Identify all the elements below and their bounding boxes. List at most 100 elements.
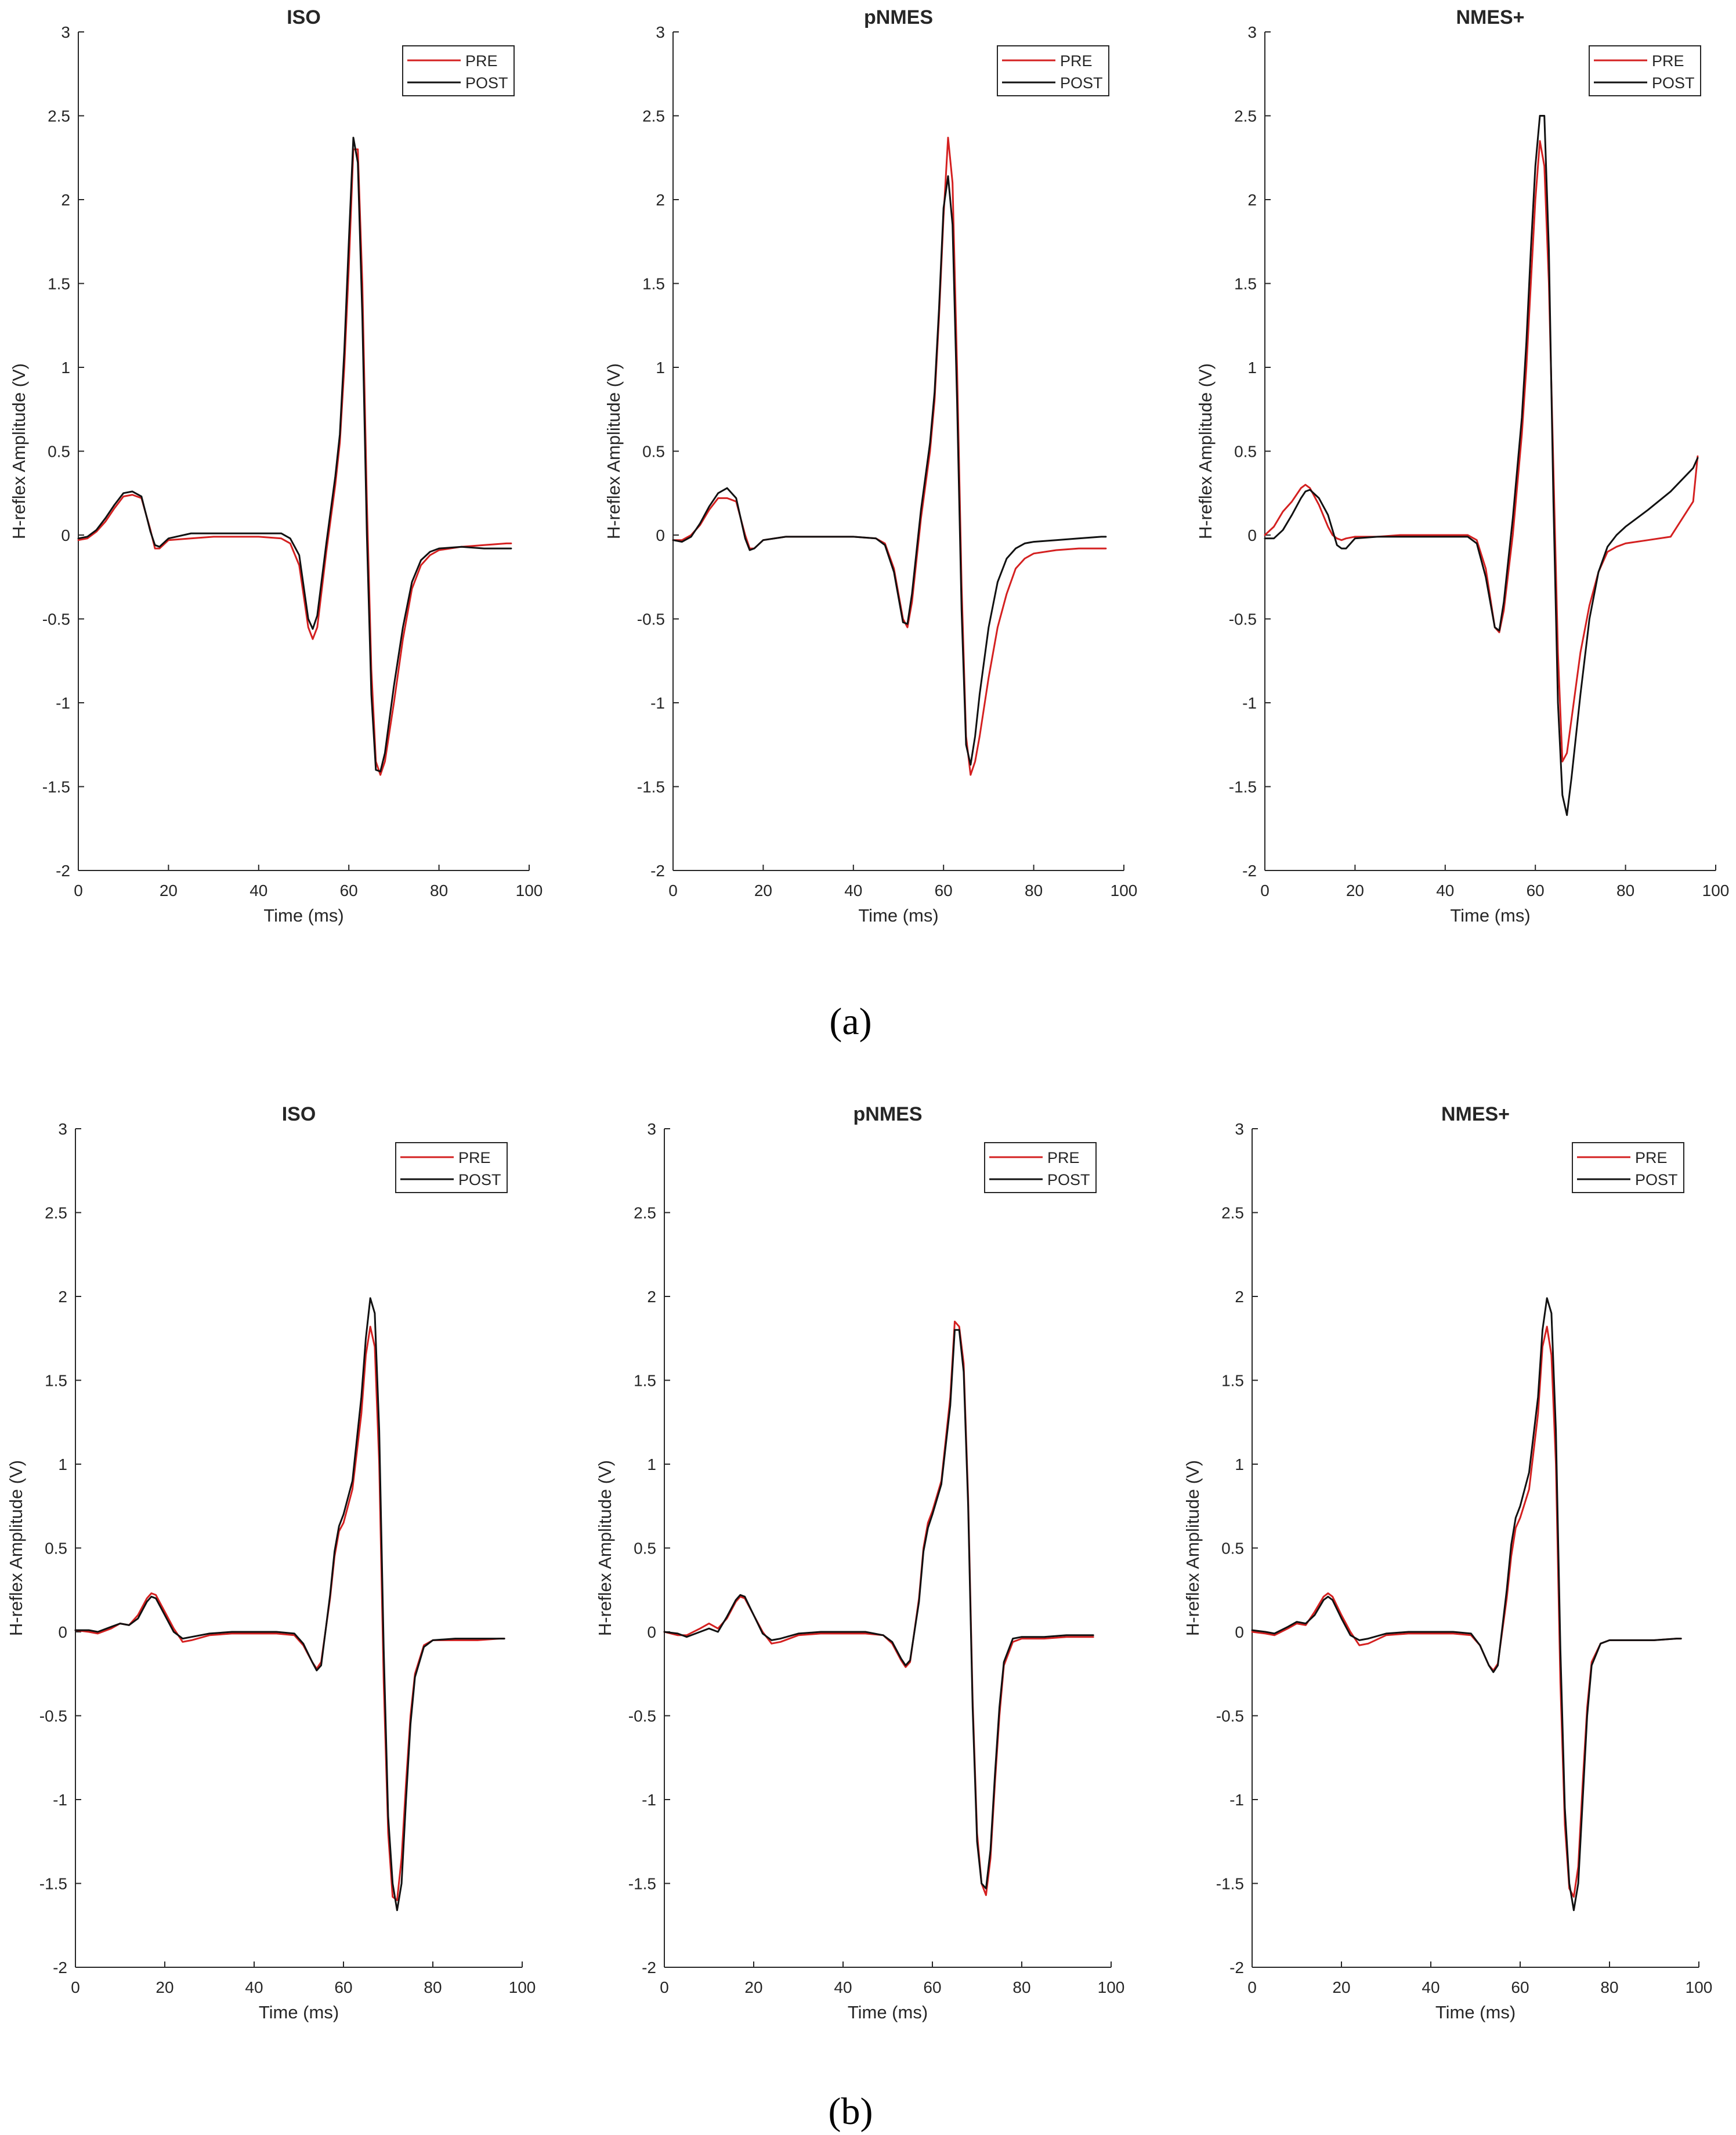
- chart-6-y-tick-label-1: -1.5: [1216, 1875, 1244, 1893]
- chart-2: -2 -1.5 -1 -0.5 0 0.5 1 1.5 2 2.5 3 0 20 40 60 80 100 pNM…: [603, 6, 1137, 926]
- chart-5-series-post-line: [663, 1329, 1094, 1890]
- chart-1-y-tick-label-0: -2: [56, 862, 70, 880]
- chart-3-x-tick-label-4: 80: [1616, 882, 1634, 899]
- chart-6-x-label: Time (ms): [1435, 2002, 1516, 2022]
- chart-5-x-tick-label-2: 40: [834, 1978, 852, 1996]
- chart-3-y-tick-label-10: 3: [1247, 23, 1257, 41]
- chart-1-y-tick-label-8: 2: [61, 191, 70, 209]
- chart-3-y-tick-label-9: 2.5: [1234, 107, 1257, 125]
- chart-4-y-tick-label-3: -0.5: [39, 1707, 67, 1725]
- chart-2-legend-label-post: POST: [1060, 74, 1103, 92]
- chart-6-series-post-line: [1251, 1297, 1682, 1912]
- chart-5-y-tick-label-2: -1: [642, 1791, 656, 1809]
- chart-5-title: pNMES: [853, 1103, 923, 1125]
- chart-1-x-tick-label-0: 0: [74, 882, 83, 899]
- chart-6-title: NMES+: [1441, 1103, 1510, 1125]
- chart-6-legend-label-pre: PRE: [1635, 1149, 1668, 1166]
- chart-1-y-tick-label-3: -0.5: [42, 610, 70, 628]
- chart-4-title: ISO: [282, 1103, 316, 1125]
- chart-2-legend-label-pre: PRE: [1060, 52, 1093, 70]
- chart-4-legend-box: [395, 1142, 508, 1193]
- chart-3-legend-label-post: POST: [1652, 74, 1695, 92]
- chart-5-y-tick-label-3: -0.5: [628, 1707, 656, 1725]
- chart-3: -2 -1.5 -1 -0.5 0 0.5 1 1.5 2 2.5 3 0 20 40 60 80 100 NME…: [1195, 6, 1729, 926]
- chart-1: -2 -1.5 -1 -0.5 0 0.5 1 1.5 2 2.5 3 0 20 40 60 80 100 ISO…: [9, 6, 542, 926]
- chart-2-x-tick-label-5: 100: [1111, 882, 1138, 899]
- chart-3-series-post-line: [1264, 115, 1699, 817]
- chart-4-y-tick-label-5: 0.5: [45, 1540, 67, 1558]
- chart-4-x-tick-label-4: 80: [424, 1978, 442, 1996]
- chart-4-y-tick-label-7: 1.5: [45, 1372, 67, 1390]
- chart-4-y-tick-label-1: -1.5: [39, 1875, 67, 1893]
- chart-3-title: NMES+: [1456, 6, 1524, 28]
- chart-2-title: pNMES: [864, 6, 933, 28]
- chart-2-y-tick-label-1: -1.5: [637, 778, 665, 796]
- chart-6-x-tick-label-2: 40: [1422, 1978, 1440, 1996]
- chart-2-y-tick-label-3: -0.5: [637, 610, 665, 628]
- chart-5-y-tick-label-7: 1.5: [634, 1372, 656, 1390]
- chart-2-x-tick-label-2: 40: [844, 882, 862, 899]
- chart-6: -2 -1.5 -1 -0.5 0 0.5 1 1.5 2 2.5 3 0 20 40 60 80 100 NME…: [1182, 1103, 1712, 2022]
- chart-2-legend-box: [997, 45, 1109, 96]
- chart-6-legend-label-post: POST: [1635, 1171, 1678, 1188]
- chart-3-y-label: H-reflex Amplitude (V): [1195, 363, 1216, 539]
- chart-5-legend-label-pre: PRE: [1047, 1149, 1080, 1166]
- chart-1-y-label: H-reflex Amplitude (V): [9, 363, 29, 539]
- chart-5-y-tick-label-8: 2: [647, 1288, 656, 1306]
- chart-1-legend-box: [402, 45, 515, 96]
- chart-4-series-post-line: [74, 1297, 505, 1912]
- chart-6-x-tick-label-3: 60: [1511, 1978, 1529, 1996]
- chart-4-x-tick-label-2: 40: [245, 1978, 263, 1996]
- chart-5-y-tick-label-0: -2: [642, 1959, 656, 1977]
- chart-2-y-label: H-reflex Amplitude (V): [603, 363, 624, 539]
- charts-layer: -2-1.5-1-0.500.511.522.530 20 40 60 80 100ISO…: [6, 6, 1729, 2022]
- chart-3-y-tick-label-1: -1.5: [1229, 778, 1257, 796]
- chart-2-y-tick-label-9: 2.5: [642, 107, 665, 125]
- chart-3-x-tick-label-3: 60: [1527, 882, 1545, 899]
- chart-1-y-tick-label-5: 0.5: [48, 443, 70, 461]
- chart-4-y-tick-label-0: -2: [53, 1959, 67, 1977]
- chart-5-y-tick-label-6: 1: [647, 1455, 656, 1473]
- chart-2-y-tick-label-10: 3: [656, 23, 665, 41]
- chart-3-y-tick-label-5: 0.5: [1234, 443, 1257, 461]
- chart-1-x-label: Time (ms): [263, 905, 343, 926]
- chart-3-y-tick-label-3: -0.5: [1229, 610, 1257, 628]
- chart-6-x-tick-label-5: 100: [1686, 1978, 1713, 1996]
- chart-1-y-tick-label-9: 2.5: [48, 107, 70, 125]
- panel-caption-a: (a): [829, 1000, 871, 1043]
- chart-5-x-tick-label-5: 100: [1098, 1978, 1125, 1996]
- chart-2-x-tick-label-0: 0: [668, 882, 678, 899]
- chart-1-y-tick-label-6: 1: [61, 359, 70, 377]
- chart-2-y-tick-label-8: 2: [656, 191, 665, 209]
- chart-6-y-tick-label-9: 2.5: [1221, 1204, 1244, 1222]
- chart-6-y-tick-label-8: 2: [1235, 1288, 1244, 1306]
- chart-2-x-tick-label-1: 20: [754, 882, 772, 899]
- chart-4-x-label: Time (ms): [259, 2002, 339, 2022]
- chart-4-x-tick-label-1: 20: [155, 1978, 173, 1996]
- chart-4-y-tick-label-10: 3: [58, 1120, 67, 1138]
- chart-5-x-tick-label-1: 20: [744, 1978, 762, 1996]
- chart-1-series-post-line: [77, 136, 512, 772]
- chart-5-y-tick-label-10: 3: [647, 1120, 656, 1138]
- chart-6-y-tick-label-5: 0.5: [1221, 1540, 1244, 1558]
- chart-1-x-tick-label-4: 80: [430, 882, 448, 899]
- chart-2-y-tick-label-6: 1: [656, 359, 665, 377]
- chart-3-y-tick-label-2: -1: [1242, 694, 1257, 712]
- chart-6-y-tick-label-7: 1.5: [1221, 1372, 1244, 1390]
- chart-1-title: ISO: [287, 6, 321, 28]
- chart-5-legend-box: [984, 1142, 1097, 1193]
- chart-6-legend-box: [1572, 1142, 1684, 1193]
- chart-6-x-tick-label-0: 0: [1247, 1978, 1257, 1996]
- chart-5-legend-label-post: POST: [1047, 1171, 1090, 1188]
- chart-5-x-tick-label-3: 60: [923, 1978, 941, 1996]
- chart-3-x-tick-label-0: 0: [1260, 882, 1270, 899]
- chart-1-legend-label-pre: PRE: [465, 52, 498, 70]
- chart-3-x-tick-label-5: 100: [1702, 882, 1730, 899]
- chart-3-x-label: Time (ms): [1450, 905, 1530, 926]
- chart-1-y-tick-label-10: 3: [61, 23, 70, 41]
- chart-3-y-tick-label-7: 1.5: [1234, 275, 1257, 293]
- chart-1-y-tick-label-7: 1.5: [48, 275, 70, 293]
- chart-6-y-label: H-reflex Amplitude (V): [1182, 1460, 1203, 1636]
- chart-1-y-tick-label-2: -1: [56, 694, 70, 712]
